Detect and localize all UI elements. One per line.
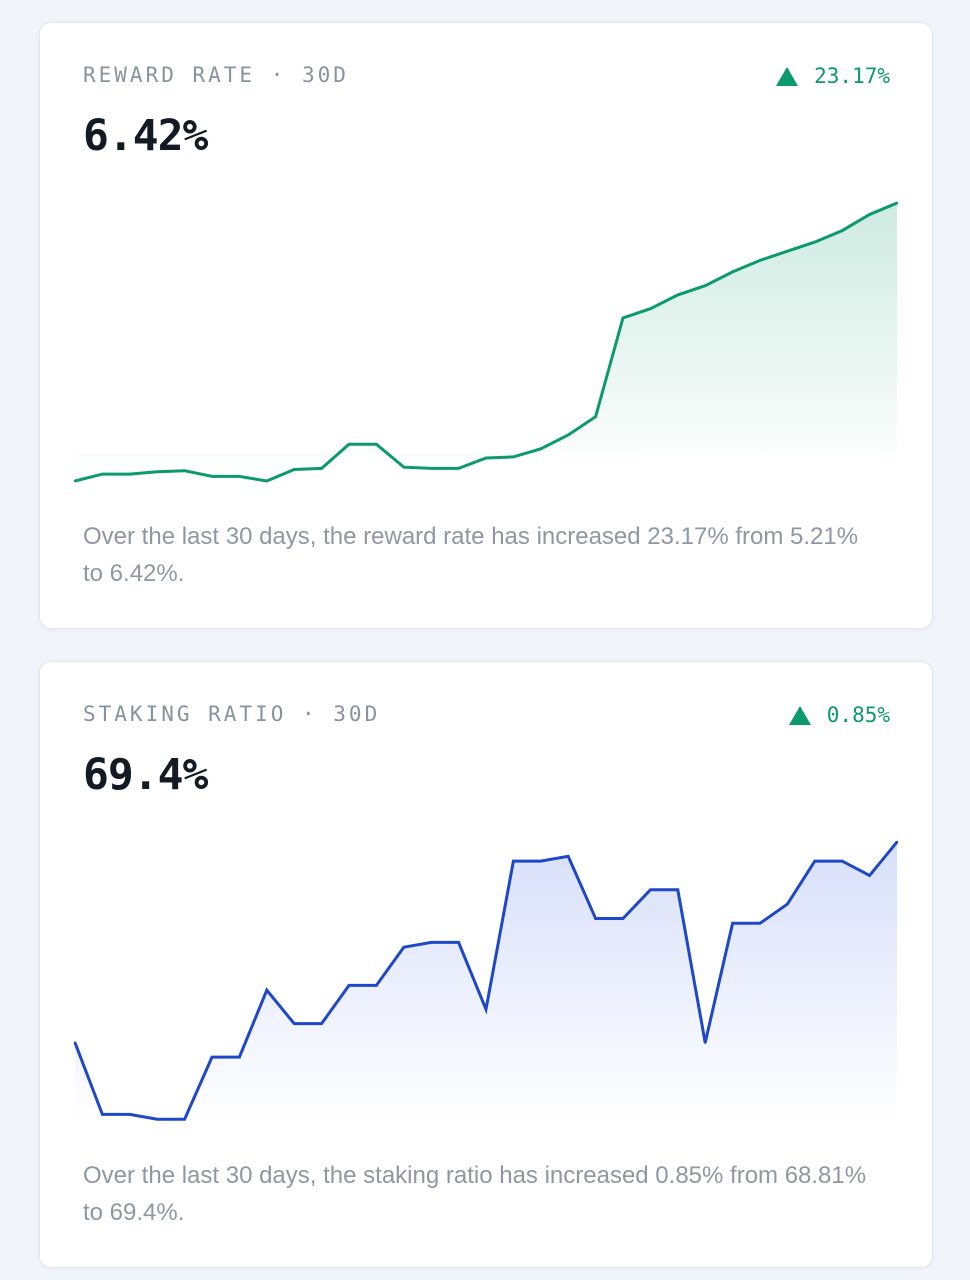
trend-up-icon (776, 66, 799, 86)
data-point (539, 447, 542, 450)
data-point (731, 270, 734, 274)
data-point (402, 466, 405, 469)
data-point (786, 250, 789, 253)
data-point (293, 468, 296, 471)
data-point (512, 455, 515, 459)
data-point (238, 475, 241, 478)
data-point (210, 475, 214, 478)
card-label: REWARD RATE · 30D (83, 63, 349, 87)
data-point (649, 888, 652, 891)
data-point (265, 479, 268, 483)
data-point (128, 1113, 131, 1116)
data-point (320, 467, 323, 470)
metric-value: 6.42% (83, 111, 208, 161)
series-area (75, 842, 897, 1124)
data-point (183, 469, 186, 472)
series-area (75, 203, 897, 481)
data-point (758, 259, 762, 262)
reward-rate-chart (73, 201, 899, 483)
data-point (539, 859, 542, 863)
data-point (758, 922, 762, 925)
data-point (375, 984, 378, 987)
data-point (183, 1118, 186, 1121)
data-point (567, 855, 570, 858)
data-point (676, 888, 679, 891)
data-point (238, 1055, 241, 1059)
delta-badge: 23.17% (776, 64, 890, 88)
card-label: STAKING RATIO · 30D (83, 702, 381, 726)
data-point (484, 456, 488, 460)
data-point (676, 293, 679, 297)
data-point (375, 443, 378, 446)
data-point (704, 1041, 707, 1044)
data-point (594, 415, 597, 418)
data-point (347, 984, 351, 987)
data-point (841, 229, 844, 232)
data-point (731, 922, 734, 925)
data-point (101, 1113, 104, 1116)
data-point (704, 284, 707, 287)
data-point (457, 467, 460, 470)
data-point (868, 874, 871, 877)
data-point (347, 443, 351, 446)
card-description: Over the last 30 days, the staking ratio… (83, 1162, 867, 1226)
data-point (512, 859, 515, 863)
delta-value: 0.85% (826, 703, 890, 727)
data-point (567, 433, 570, 437)
data-point (210, 1055, 214, 1059)
data-point (594, 917, 597, 920)
data-point (128, 472, 131, 476)
data-point (813, 859, 816, 863)
reward-rate-card: REWARD RATE · 30D 23.17% 6.42% Over the … (39, 22, 933, 629)
staking-ratio-card: STAKING RATIO · 30D 0.85% 69.4% Over the… (39, 661, 933, 1268)
data-point (430, 941, 433, 944)
data-point (156, 1118, 159, 1121)
data-point (621, 917, 625, 920)
staking-ratio-chart (73, 840, 899, 1124)
data-point (101, 472, 104, 476)
data-point (293, 1022, 296, 1025)
data-point (484, 1008, 488, 1011)
card-description: Over the last 30 days, the reward rate h… (83, 523, 859, 587)
data-point (649, 307, 652, 310)
data-point (895, 840, 899, 844)
data-point (457, 941, 460, 944)
data-point (430, 467, 433, 470)
data-point (621, 316, 625, 320)
data-point (320, 1022, 323, 1025)
data-point (73, 479, 77, 483)
data-point (868, 213, 871, 216)
data-point (73, 1041, 77, 1044)
metric-value: 69.4% (83, 750, 208, 800)
data-point (841, 859, 844, 863)
trend-up-icon (788, 705, 811, 725)
data-point (402, 946, 405, 949)
data-point (786, 902, 789, 906)
delta-value: 23.17% (814, 64, 890, 88)
data-point (813, 240, 816, 244)
data-point (895, 201, 899, 205)
data-point (156, 470, 159, 473)
data-point (265, 989, 268, 992)
delta-badge: 0.85% (788, 703, 890, 727)
